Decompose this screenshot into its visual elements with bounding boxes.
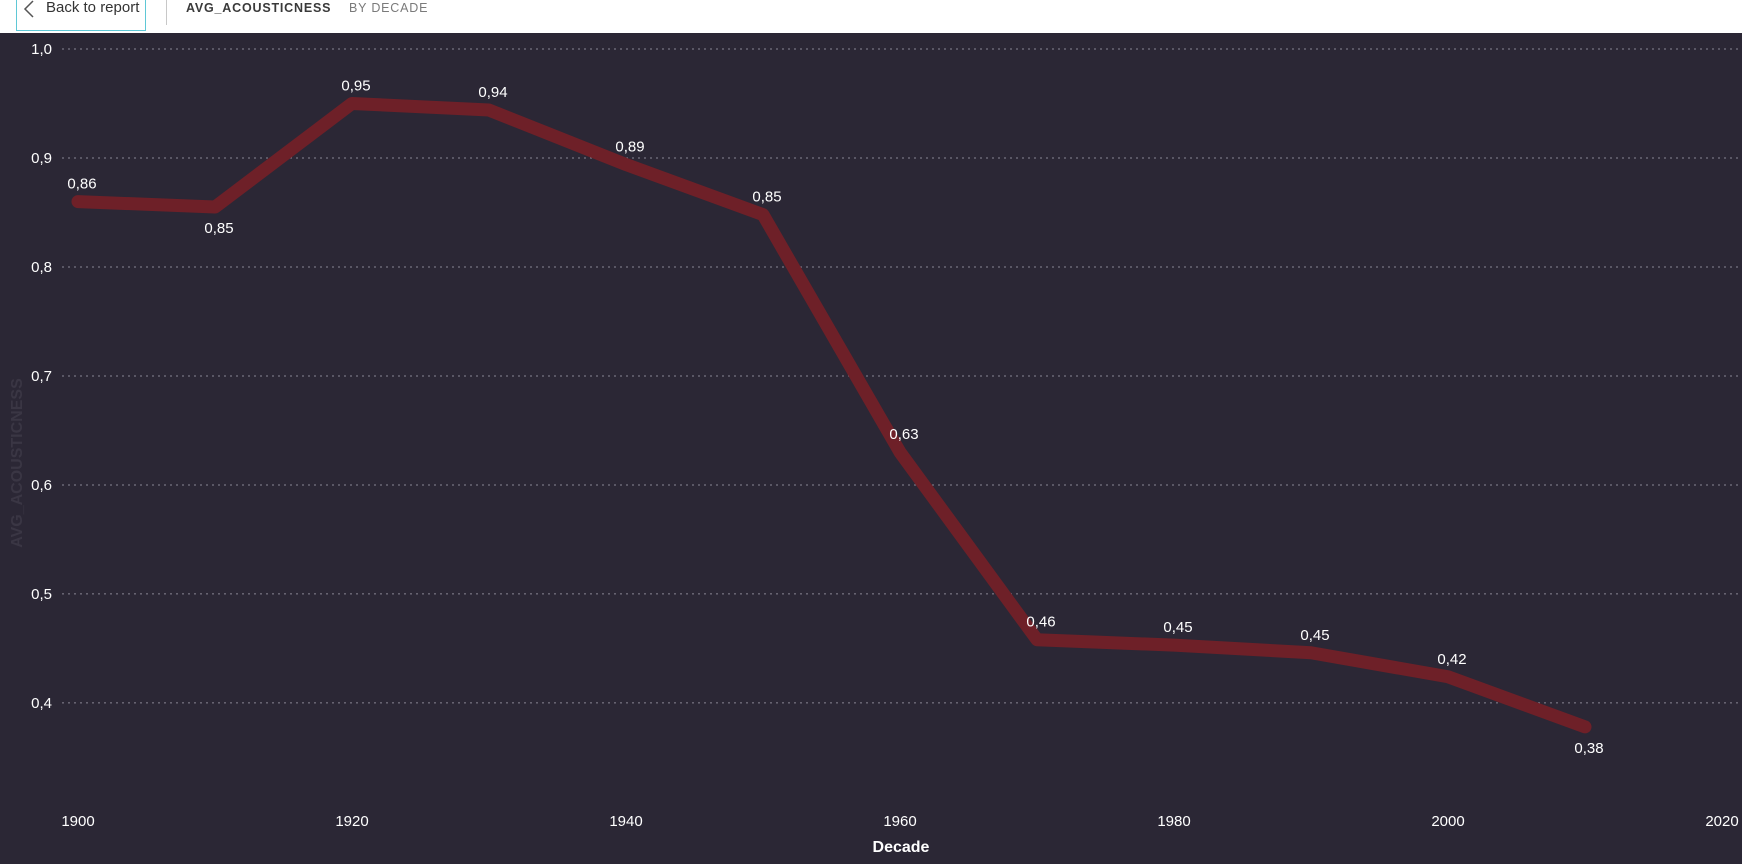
x-tick-label: 2020 — [1705, 813, 1738, 830]
y-axis-ticks: 0,4 0,5 0,6 0,7 0,8 0,9 1,0 — [31, 41, 52, 712]
data-label: 0,63 — [889, 426, 918, 443]
breadcrumb-dimension: BY DECADE — [349, 1, 429, 15]
data-label: 0,95 — [341, 77, 370, 94]
y-tick-label: 1,0 — [31, 41, 52, 58]
data-label: 0,85 — [204, 220, 233, 237]
x-tick-label: 2000 — [1431, 813, 1464, 830]
x-tick-label: 1900 — [61, 813, 94, 830]
chevron-left-icon — [23, 0, 34, 18]
x-tick-label: 1960 — [883, 813, 916, 830]
data-label: 0,38 — [1574, 740, 1603, 757]
y-tick-label: 0,9 — [31, 150, 52, 167]
y-tick-label: 0,7 — [31, 368, 52, 385]
data-labels: 0,86 0,85 0,95 0,94 0,89 0,85 0,63 0,46 0,45 0,45… — [67, 77, 1603, 756]
header-divider — [166, 0, 167, 25]
data-label: 0,89 — [615, 139, 644, 156]
x-tick-label: 1920 — [335, 813, 368, 830]
series-line-group — [71, 96, 1592, 734]
y-tick-label: 0,4 — [31, 695, 52, 712]
y-tick-label: 0,5 — [31, 586, 52, 603]
x-tick-label: 1980 — [1157, 813, 1190, 830]
x-axis-title: Decade — [873, 839, 930, 856]
back-to-report-button[interactable]: Back to report — [16, 0, 146, 31]
y-axis-title: AVG_ACOUSTICNESS — [9, 378, 26, 548]
data-label: 0,46 — [1026, 614, 1055, 631]
chart-area: 0,4 0,5 0,6 0,7 0,8 0,9 1,0 1900 1920 1940 1960 19… — [0, 33, 1742, 859]
data-label: 0,86 — [67, 176, 96, 193]
x-tick-label: 1940 — [609, 813, 642, 830]
series-line — [71, 96, 1592, 734]
data-label: 0,45 — [1163, 619, 1192, 636]
top-bar: Back to report AVG_ACOUSTICNESS BY DECAD… — [0, 0, 1742, 33]
data-label: 0,42 — [1437, 651, 1466, 668]
data-label: 0,85 — [752, 189, 781, 206]
back-button-label: Back to report — [46, 0, 140, 16]
line-chart: 0,40,50,60,70,80,91,0 1900 1920 1940 1960 19… — [9, 41, 1742, 856]
data-label: 0,94 — [478, 84, 507, 101]
breadcrumb-measure: AVG_ACOUSTICNESS — [186, 1, 332, 15]
x-axis-ticks: 1900 1920 1940 1960 1980 2000 2020 — [61, 813, 1738, 830]
gridlines — [62, 48, 1742, 704]
data-label: 0,45 — [1300, 627, 1329, 644]
y-tick-label: 0,8 — [31, 259, 52, 276]
y-tick-label: 0,6 — [31, 477, 52, 494]
